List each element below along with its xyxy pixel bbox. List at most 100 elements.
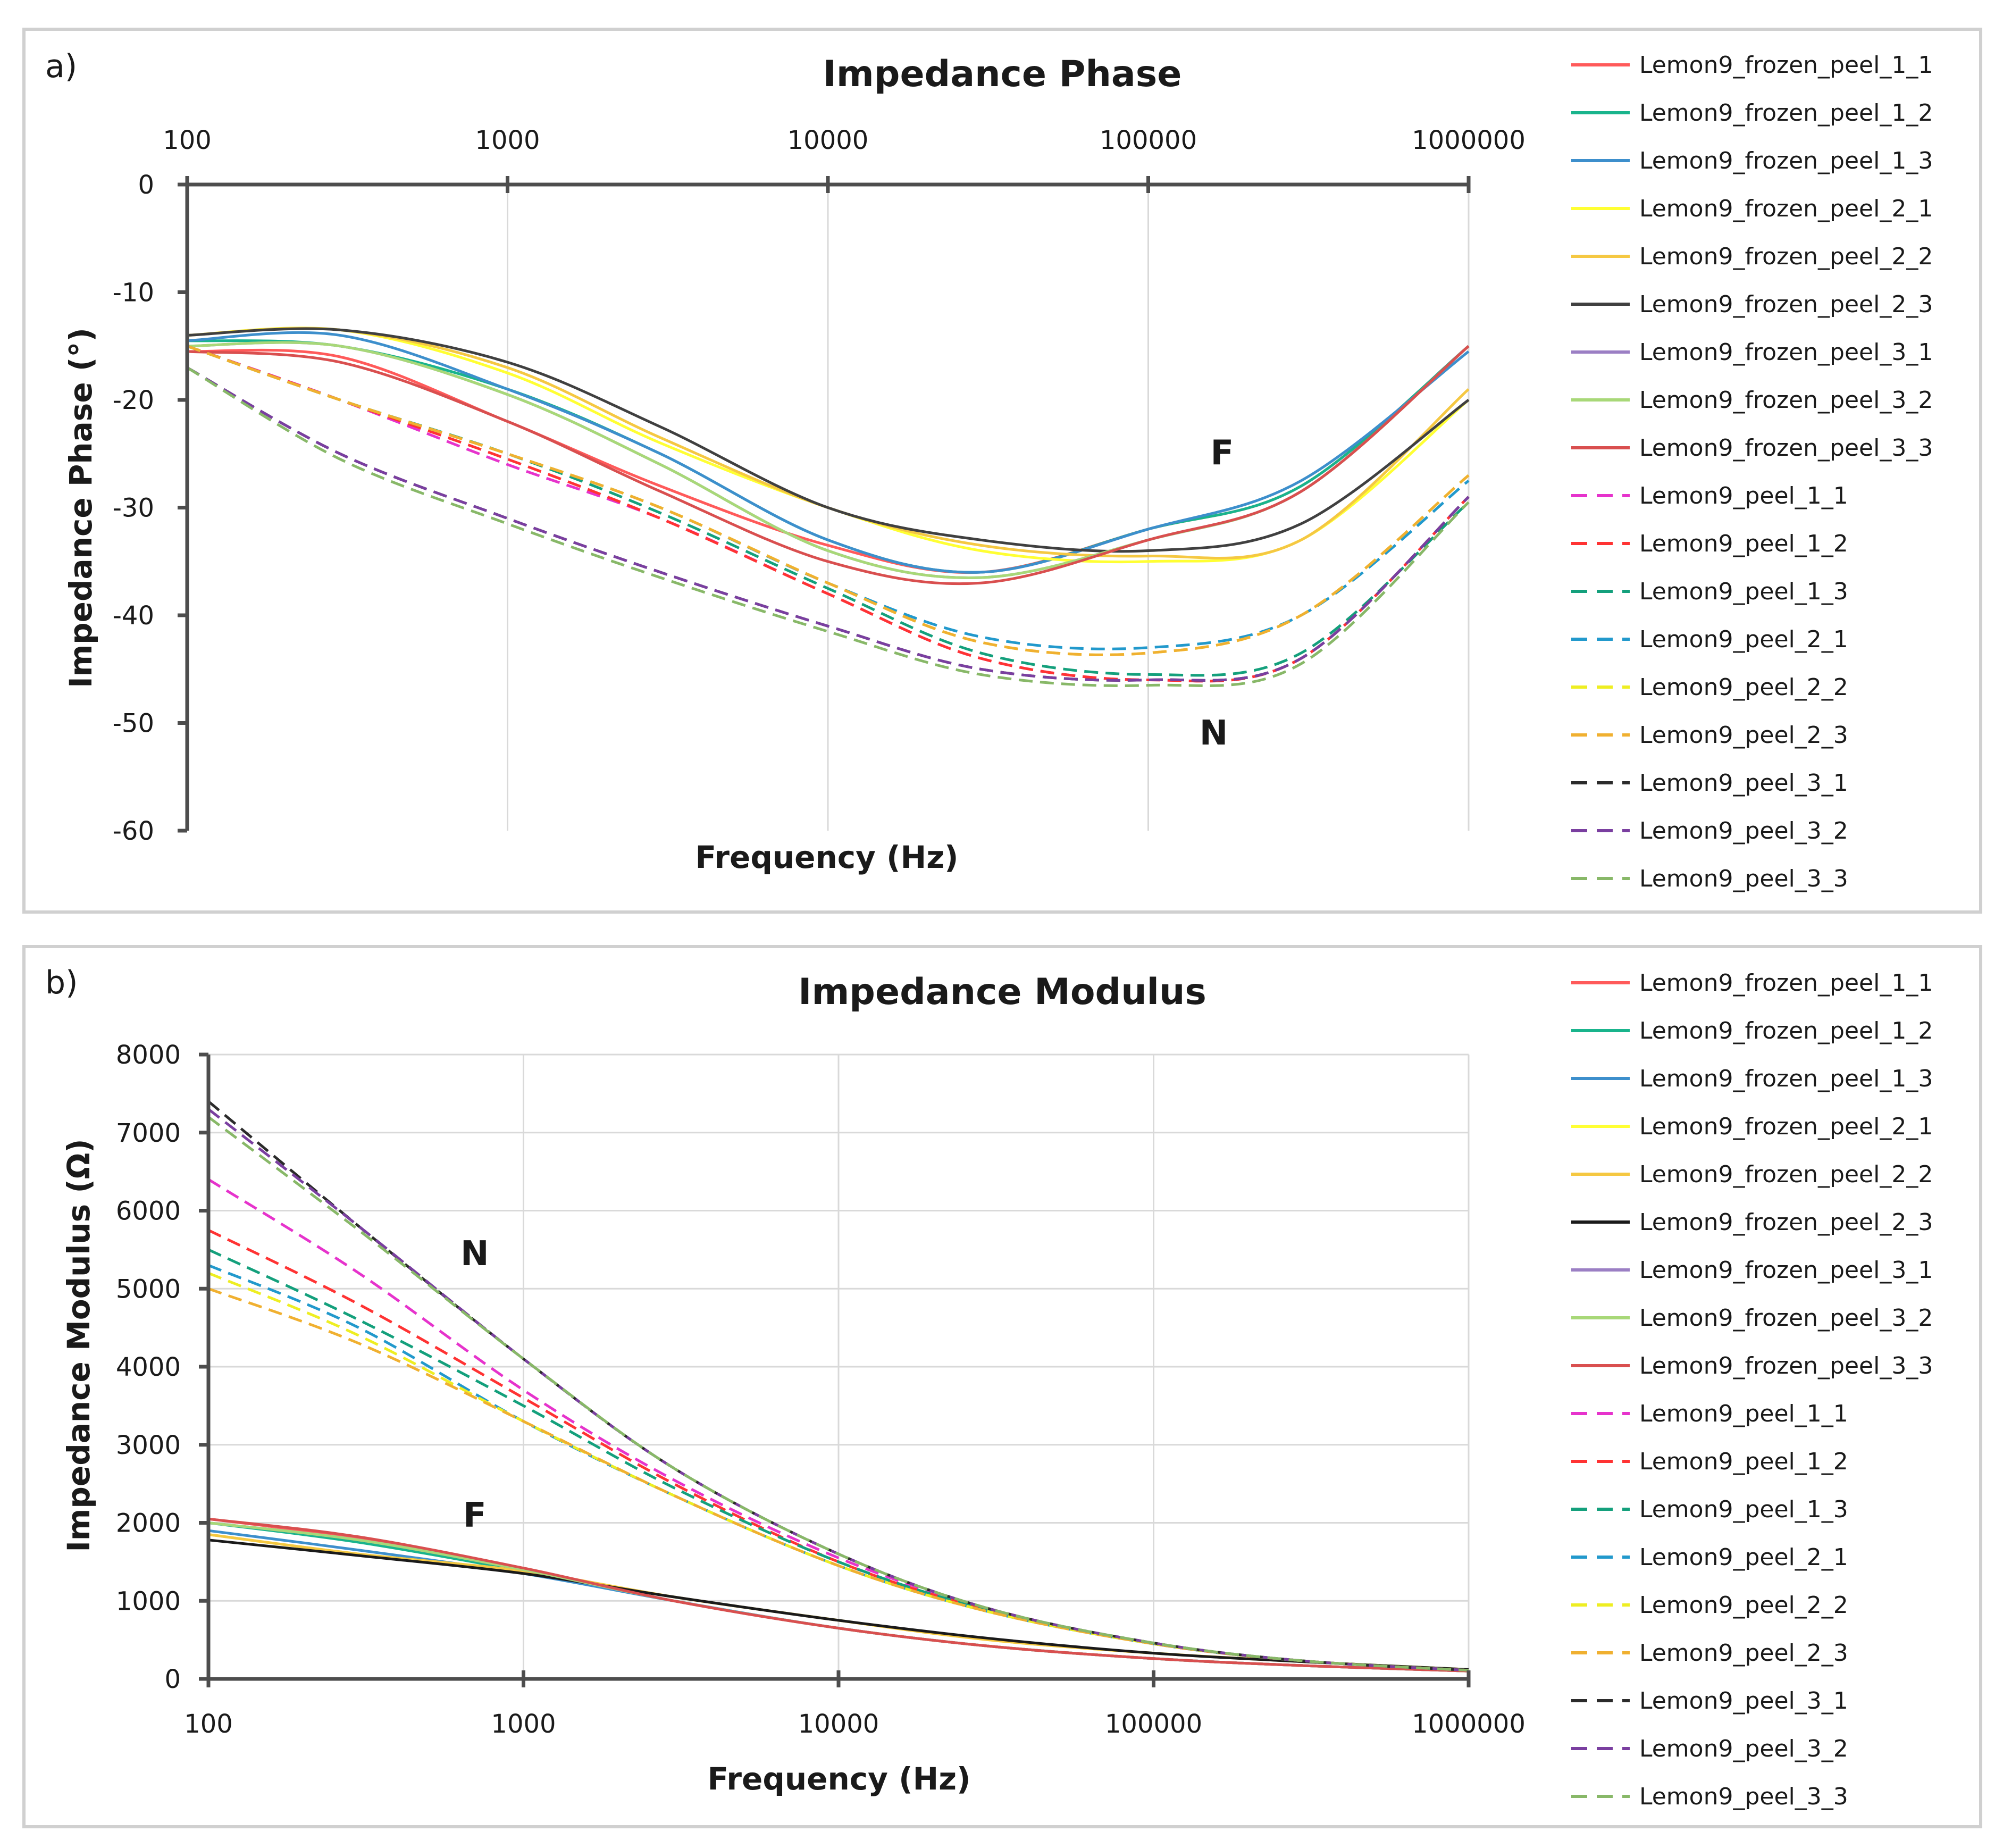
legend-label: Lemon9_peel_2_2 — [1639, 1592, 1848, 1619]
y-tick-label: 2000 — [116, 1509, 181, 1538]
y-tick-label: -60 — [113, 816, 154, 846]
y-tick-label: -30 — [113, 494, 154, 523]
legend-label: Lemon9_frozen_peel_3_1 — [1639, 339, 1933, 366]
annotation-n: N — [1200, 714, 1228, 753]
y-tick-label: 8000 — [116, 1040, 181, 1070]
legend-label: Lemon9_peel_3_3 — [1639, 865, 1848, 892]
x-tick-label: 100000 — [1100, 126, 1197, 155]
modulus-series-lines — [207, 1100, 1469, 1673]
legend-label: Lemon9_frozen_peel_3_3 — [1639, 1352, 1933, 1379]
x-tick-label: 10000 — [787, 126, 869, 155]
phase-legend: Lemon9_frozen_peel_1_1 Lemon9_frozen_peel… — [1571, 52, 1933, 892]
legend-label: Lemon9_peel_3_2 — [1639, 817, 1848, 844]
legend-label: Lemon9_peel_1_2 — [1639, 1448, 1848, 1475]
y-tick-label: 1000 — [116, 1586, 181, 1616]
legend-label: Lemon9_peel_2_1 — [1639, 626, 1848, 653]
legend-label: Lemon9_peel_2_3 — [1639, 722, 1848, 749]
phase-chart-title: Impedance Phase — [823, 53, 1182, 95]
legend-label: Lemon9_frozen_peel_2_2 — [1639, 1161, 1933, 1188]
x-tick-label: 100 — [184, 1709, 233, 1739]
x-tick-label: 1000 — [491, 1709, 556, 1739]
phase-x-axis-title: Frequency (Hz) — [695, 839, 959, 875]
legend-label: Lemon9_peel_1_2 — [1639, 530, 1848, 557]
legend-label: Lemon9_frozen_peel_2_1 — [1639, 1113, 1933, 1140]
x-tick-label: 10000 — [798, 1709, 879, 1739]
modulus-panel: b) Impedance Modulus Frequency (Hz) Impe… — [22, 945, 1982, 1828]
legend-label: Lemon9_frozen_peel_3_2 — [1639, 1305, 1933, 1332]
modulus-legend: Lemon9_frozen_peel_1_1 Lemon9_frozen_peel… — [1571, 969, 1933, 1810]
legend-label: Lemon9_peel_2_2 — [1639, 674, 1848, 701]
modulus-panel-label: b) — [45, 964, 78, 1001]
annotation-f: F — [463, 1496, 487, 1535]
legend-label: Lemon9_frozen_peel_3_2 — [1639, 387, 1933, 414]
modulus-annotations: NF — [460, 1234, 489, 1535]
legend-label: Lemon9_peel_2_3 — [1639, 1640, 1848, 1667]
legend-label: Lemon9_frozen_peel_2_1 — [1639, 195, 1933, 222]
y-tick-label: -40 — [113, 601, 154, 631]
phase-series-lines — [186, 327, 1470, 687]
legend-label: Lemon9_frozen_peel_1_3 — [1639, 1065, 1933, 1092]
series-line-lemon9-frozen-peel-2-3 — [208, 1538, 1469, 1671]
legend-label: Lemon9_frozen_peel_2_2 — [1639, 243, 1933, 270]
legend-label: Lemon9_frozen_peel_1_1 — [1639, 969, 1933, 997]
modulus-x-tick-labels: 100 1000 10000 100000 1000000 — [184, 1709, 1526, 1739]
annotation-n: N — [460, 1234, 489, 1274]
x-tick-label: 1000000 — [1412, 126, 1526, 155]
modulus-x-axis-title: Frequency (Hz) — [708, 1761, 971, 1797]
modulus-y-tick-labels: 8000 7000 6000 5000 4000 3000 2000 1000 0 — [116, 1040, 181, 1694]
phase-x-tick-labels: 100 1000 10000 100000 1000000 — [163, 126, 1526, 155]
y-tick-label: -20 — [113, 386, 154, 415]
x-tick-label: 1000 — [475, 126, 540, 155]
legend-label: Lemon9_frozen_peel_1_2 — [1639, 99, 1933, 127]
series-line-lemon9-frozen-peel-3-3 — [208, 1517, 1469, 1673]
phase-panel: a) Impedance Phase Frequency (Hz) Impeda… — [22, 28, 1982, 914]
x-tick-label: 1000000 — [1412, 1709, 1526, 1739]
legend-label: Lemon9_peel_1_3 — [1639, 578, 1848, 605]
legend-label: Lemon9_frozen_peel_2_3 — [1639, 291, 1933, 318]
x-tick-label: 100 — [163, 126, 212, 155]
y-tick-label: 7000 — [116, 1118, 181, 1148]
modulus-y-axis-title: Impedance Modulus (Ω) — [61, 1139, 97, 1552]
y-tick-label: 3000 — [116, 1431, 181, 1460]
series-line-lemon9-peel-3-3 — [207, 1116, 1469, 1672]
series-line-lemon9-peel-3-2 — [186, 366, 1470, 682]
phase-panel-label: a) — [45, 48, 77, 85]
series-line-lemon9-frozen-peel-1-3 — [187, 331, 1470, 574]
y-tick-label: -50 — [113, 709, 154, 739]
legend-label: Lemon9_frozen_peel_3_3 — [1639, 434, 1933, 462]
legend-label: Lemon9_peel_1_1 — [1639, 1400, 1848, 1427]
legend-label: Lemon9_peel_1_3 — [1639, 1496, 1848, 1523]
phase-y-tick-labels: 0 -10 -20 -30 -40 -50 -60 — [113, 170, 154, 846]
phase-axes — [178, 176, 1471, 833]
y-tick-label: 4000 — [116, 1352, 181, 1382]
series-line-lemon9-frozen-peel-3-3 — [187, 345, 1470, 586]
modulus-axes — [199, 1052, 1471, 1687]
legend-label: Lemon9_peel_3_3 — [1639, 1783, 1848, 1810]
y-tick-label: 6000 — [116, 1197, 181, 1226]
series-line-lemon9-peel-2-1 — [208, 1264, 1469, 1672]
legend-label: Lemon9_frozen_peel_1_1 — [1639, 52, 1933, 79]
phase-annotations: FN — [1200, 434, 1234, 754]
legend-label: Lemon9_frozen_peel_1_3 — [1639, 147, 1933, 174]
series-line-lemon9-peel-2-3 — [187, 345, 1470, 656]
y-tick-label: 0 — [164, 1665, 181, 1694]
y-tick-label: 0 — [138, 170, 154, 200]
y-tick-label: -10 — [113, 278, 154, 308]
legend-label: Lemon9_peel_2_1 — [1639, 1544, 1848, 1571]
phase-panel-frame — [22, 28, 1982, 914]
legend-label: Lemon9_frozen_peel_1_2 — [1639, 1017, 1933, 1044]
series-line-lemon9-frozen-peel-2-3 — [187, 327, 1470, 553]
legend-label: Lemon9_peel_3_1 — [1639, 1687, 1848, 1715]
modulus-chart-title: Impedance Modulus — [798, 971, 1206, 1013]
annotation-f: F — [1210, 434, 1234, 473]
y-tick-label: 5000 — [116, 1274, 181, 1304]
x-tick-label: 100000 — [1105, 1709, 1202, 1739]
phase-y-axis-title: Impedance Phase (°) — [63, 328, 99, 688]
legend-label: Lemon9_frozen_peel_2_3 — [1639, 1209, 1933, 1236]
legend-label: Lemon9_peel_1_1 — [1639, 482, 1848, 509]
legend-label: Lemon9_frozen_peel_3_1 — [1639, 1257, 1933, 1284]
series-line-lemon9-peel-3-3 — [186, 366, 1470, 687]
legend-label: Lemon9_peel_3_1 — [1639, 770, 1848, 797]
legend-label: Lemon9_peel_3_2 — [1639, 1735, 1848, 1762]
